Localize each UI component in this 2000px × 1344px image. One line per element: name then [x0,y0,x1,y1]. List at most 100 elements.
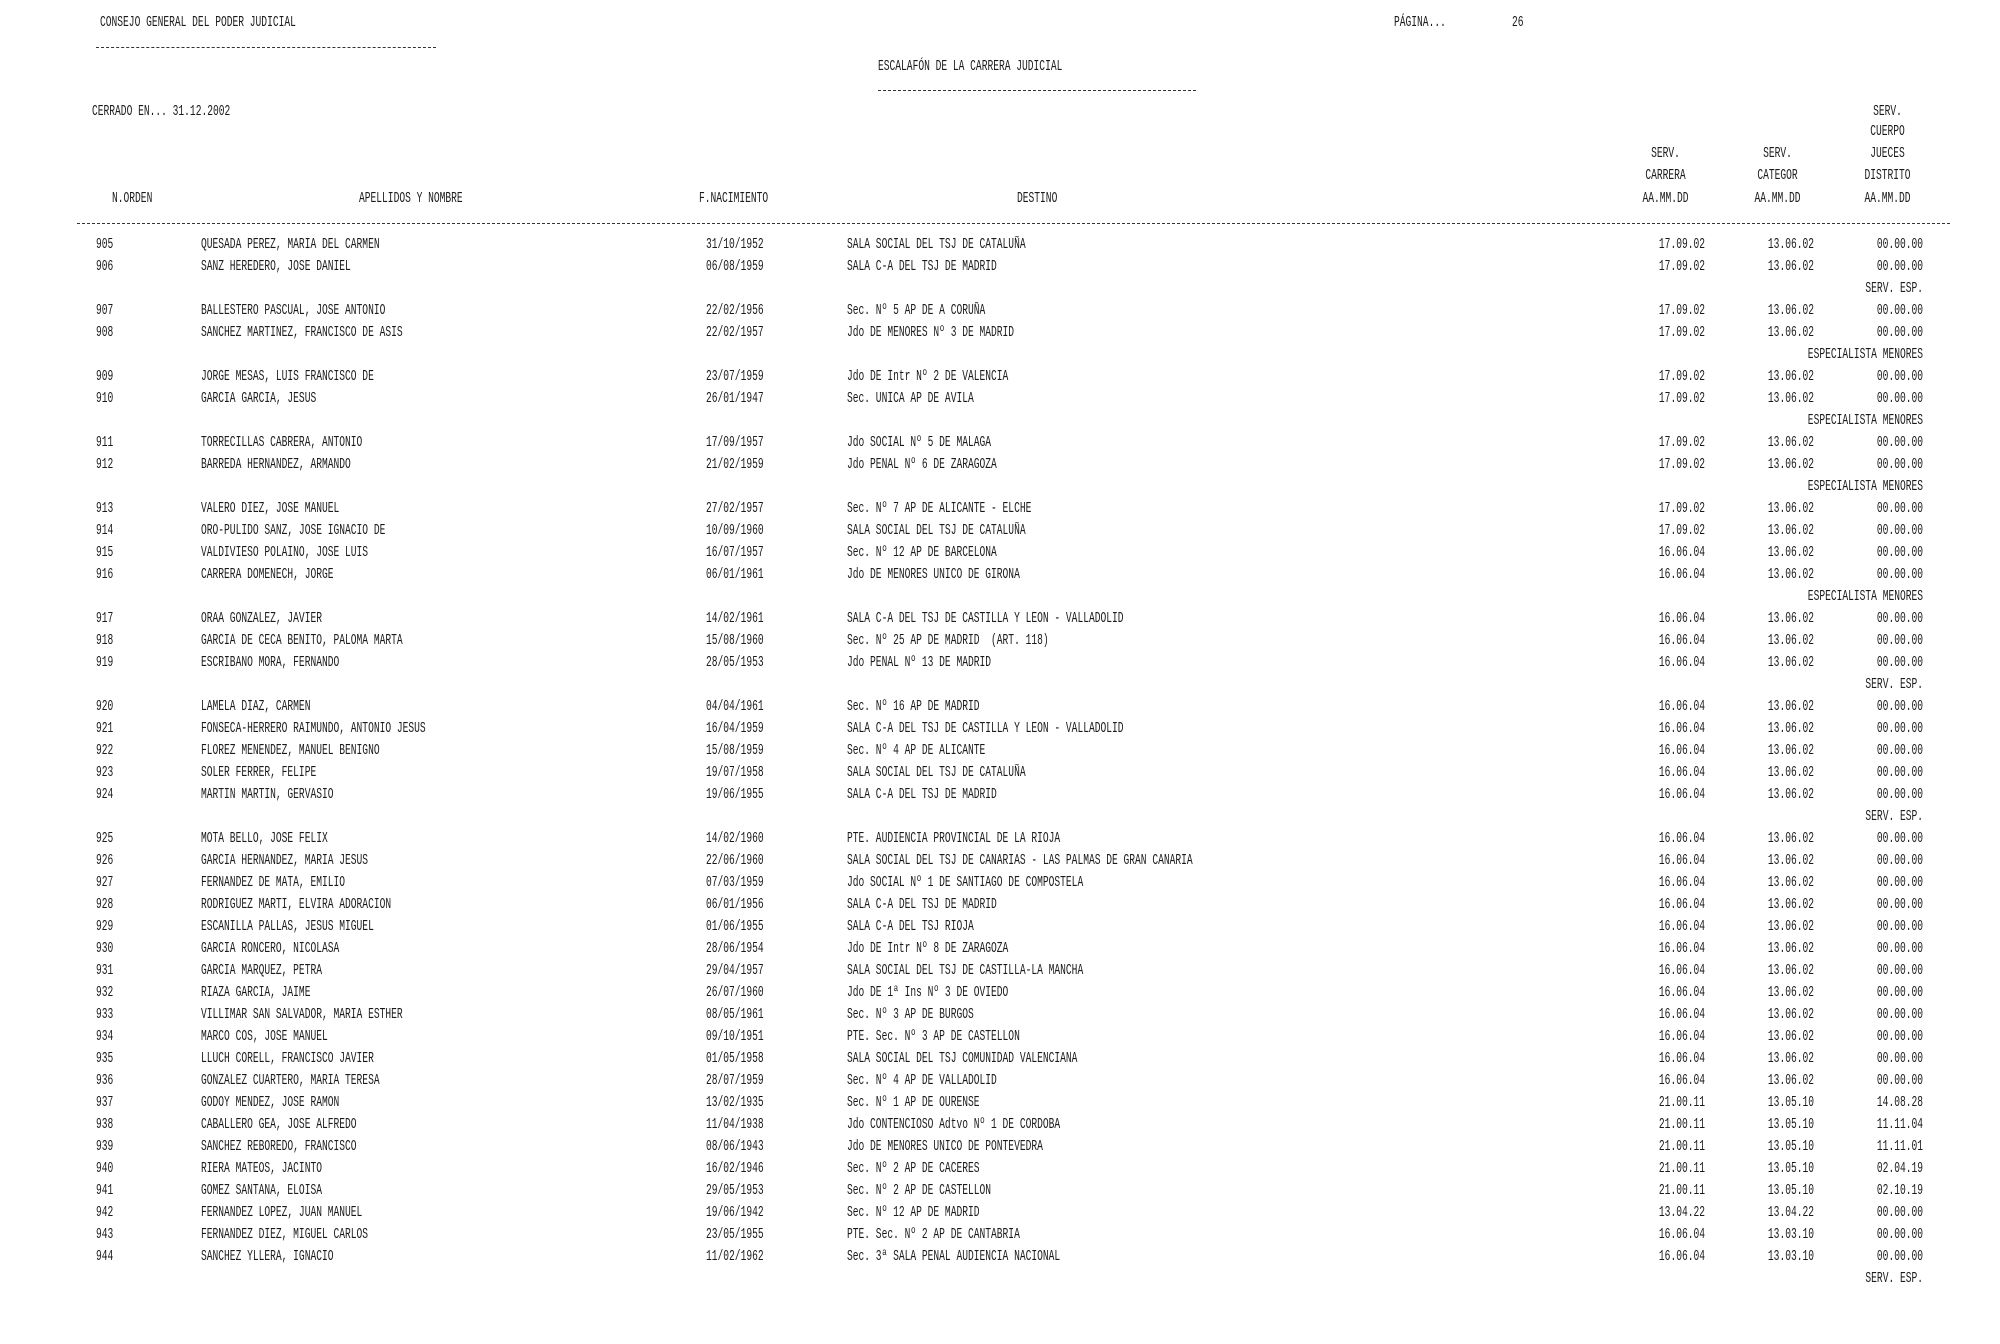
row-serv-carrera: 17.09.02 [1658,258,1705,275]
row-nacimiento: 28/06/1954 [706,940,764,957]
row-serv-jueces: 00.00.00 [1876,324,1923,341]
row-serv-categor: 13.05.10 [1767,1182,1814,1199]
row-serv-carrera: 17.09.02 [1658,324,1705,341]
row-serv-carrera: 17.09.02 [1658,368,1705,385]
row-destino: Sec. Nº 3 AP DE BURGOS [847,1006,974,1023]
row-destino: Sec. UNICA AP DE AVILA [847,390,974,407]
row-orden: 943 [96,1226,114,1243]
row-serv-categor: 13.06.02 [1767,940,1814,957]
row-serv-jueces: 00.00.00 [1876,698,1923,715]
row-destino: Jdo DE Intr Nº 8 DE ZARAGOZA [847,940,1009,957]
row-serv-carrera: 21.00.11 [1658,1160,1705,1177]
row-nacimiento: 14/02/1960 [706,830,764,847]
row-orden: 944 [96,1248,114,1265]
row-serv-carrera: 16.06.04 [1658,1028,1705,1045]
row-orden: 909 [96,368,114,385]
row-nombre: RODRIGUEZ MARTI, ELVIRA ADORACION [201,896,392,913]
row-nacimiento: 11/02/1962 [706,1248,764,1265]
row-serv-categor: 13.05.10 [1767,1138,1814,1155]
row-nombre: TORRECILLAS CABRERA, ANTONIO [201,434,363,451]
row-serv-categor: 13.06.02 [1767,720,1814,737]
row-nacimiento: 06/01/1961 [706,566,764,583]
row-destino: Sec. Nº 16 AP DE MADRID [847,698,980,715]
row-serv-categor: 13.06.02 [1767,874,1814,891]
row-serv-categor: 13.06.02 [1767,654,1814,671]
row-orden: 932 [96,984,114,1001]
row-serv-jueces: 00.00.00 [1876,302,1923,319]
row-serv-categor: 13.03.10 [1767,1226,1814,1243]
row-serv-categor: 13.05.10 [1767,1094,1814,1111]
row-destino: PTE. AUDIENCIA PROVINCIAL DE LA RIOJA [847,830,1061,847]
row-destino: SALA C-A DEL TSJ DE MADRID [847,896,997,913]
row-orden: 924 [96,786,114,803]
row-serv-jueces: 00.00.00 [1876,1050,1923,1067]
row-orden: 918 [96,632,114,649]
row-serv-categor: 13.06.02 [1767,786,1814,803]
row-nacimiento: 22/02/1956 [706,302,764,319]
row-nacimiento: 22/06/1960 [706,852,764,869]
row-serv-carrera: 16.06.04 [1658,566,1705,583]
row-serv-carrera: 17.09.02 [1658,236,1705,253]
col-nombre: APELLIDOS Y NOMBRE [359,190,463,207]
row-destino: Jdo DE Intr Nº 2 DE VALENCIA [847,368,1009,385]
row-serv-categor: 13.06.02 [1767,632,1814,649]
row-orden: 908 [96,324,114,341]
row-serv-categor: 13.06.02 [1767,324,1814,341]
row-nombre: ESCANILLA PALLAS, JESUS MIGUEL [201,918,374,935]
row-serv-carrera: 16.06.04 [1658,742,1705,759]
row-serv-jueces: 00.00.00 [1876,852,1923,869]
row-nombre: QUESADA PEREZ, MARIA DEL CARMEN [201,236,380,253]
row-destino: SALA SOCIAL DEL TSJ COMUNIDAD VALENCIANA [847,1050,1078,1067]
document-title: ESCALAFÓN DE LA CARRERA JUDICIAL [878,58,1063,75]
row-nombre: LLUCH CORELL, FRANCISCO JAVIER [201,1050,374,1067]
row-orden: 933 [96,1006,114,1023]
row-orden: 917 [96,610,114,627]
row-note: ESPECIALISTA MENORES [1807,588,1923,605]
row-nombre: BARREDA HERNANDEZ, ARMANDO [201,456,351,473]
row-serv-jueces: 02.04.19 [1876,1160,1923,1177]
row-destino: PTE. Sec. Nº 3 AP DE CASTELLON [847,1028,1020,1045]
row-destino: Sec. 3ª SALA PENAL AUDIENCIA NACIONAL [847,1248,1061,1265]
row-serv-carrera: 16.06.04 [1658,610,1705,627]
row-serv-jueces: 00.00.00 [1876,456,1923,473]
row-serv-carrera: 17.09.02 [1658,302,1705,319]
row-serv-jueces: 00.00.00 [1876,1006,1923,1023]
row-nacimiento: 21/02/1959 [706,456,764,473]
row-destino: SALA C-A DEL TSJ DE MADRID [847,786,997,803]
row-orden: 936 [96,1072,114,1089]
row-nacimiento: 11/04/1938 [706,1116,764,1133]
row-serv-carrera: 16.06.04 [1658,918,1705,935]
row-serv-categor: 13.06.02 [1767,896,1814,913]
row-orden: 925 [96,830,114,847]
row-serv-categor: 13.06.02 [1767,566,1814,583]
row-nombre: FONSECA-HERRERO RAIMUNDO, ANTONIO JESUS [201,720,426,737]
row-serv-categor: 13.06.02 [1767,500,1814,517]
row-nombre: VALDIVIESO POLAINO, JOSE LUIS [201,544,369,561]
col-jueces-h1: SERV. [1873,103,1902,120]
row-destino: Sec. Nº 5 AP DE A CORUÑA [847,302,986,319]
row-serv-carrera: 21.00.11 [1658,1116,1705,1133]
row-serv-jueces: 14.08.28 [1876,1094,1923,1111]
row-destino: SALA SOCIAL DEL TSJ DE CATALUÑA [847,522,1026,539]
row-nacimiento: 08/06/1943 [706,1138,764,1155]
row-serv-carrera: 16.06.04 [1658,720,1705,737]
row-note: SERV. ESP. [1865,808,1923,825]
row-nacimiento: 01/05/1958 [706,1050,764,1067]
row-serv-carrera: 16.06.04 [1658,786,1705,803]
row-nacimiento: 19/06/1942 [706,1204,764,1221]
row-nacimiento: 29/04/1957 [706,962,764,979]
row-orden: 928 [96,896,114,913]
col-carrera-h2: CARRERA [1645,167,1686,184]
row-serv-jueces: 00.00.00 [1876,1028,1923,1045]
row-nacimiento: 23/07/1959 [706,368,764,385]
row-serv-categor: 13.06.02 [1767,852,1814,869]
row-serv-categor: 13.06.02 [1767,236,1814,253]
row-nacimiento: 09/10/1951 [706,1028,764,1045]
row-nombre: GARCIA DE CECA BENITO, PALOMA MARTA [201,632,403,649]
title-underline [878,90,1196,91]
row-orden: 927 [96,874,114,891]
row-serv-jueces: 00.00.00 [1876,896,1923,913]
col-categor-h1: SERV. [1763,145,1792,162]
row-serv-categor: 13.06.02 [1767,610,1814,627]
row-destino: Sec. Nº 25 AP DE MADRID (ART. 118) [847,632,1049,649]
